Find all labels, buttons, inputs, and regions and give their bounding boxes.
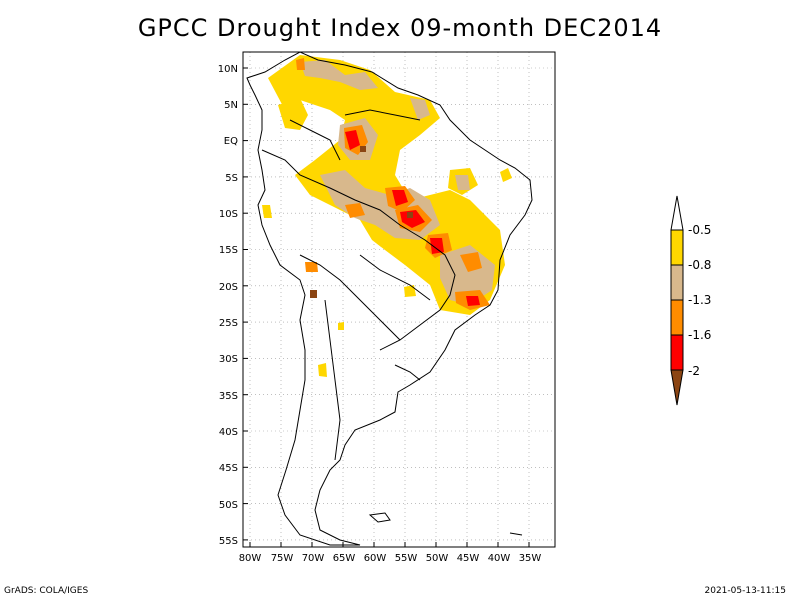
lat-label: 50S (219, 500, 238, 511)
lat-label: 10N (218, 64, 238, 75)
drought-area-peru-coast (262, 205, 272, 218)
drought-red-mato-grosso (392, 190, 408, 206)
falkland-islands (368, 512, 391, 523)
legend-label: -1.6 (688, 328, 711, 342)
legend-swatch (670, 229, 684, 266)
country-border-5 (324, 299, 341, 461)
latitude-labels: 10N 5N EQ 5S 10S 15S 20S 25S 30S 35S 40S… (218, 64, 238, 547)
lat-label: 45S (219, 463, 238, 474)
drought-brown-central (407, 212, 413, 218)
country-border-6 (359, 254, 431, 301)
lon-label: 50W (426, 553, 449, 564)
lon-label: 70W (302, 553, 325, 564)
drought-area-colombia (278, 98, 308, 130)
drought-tan-guiana (410, 98, 430, 120)
lat-label: 35S (219, 391, 238, 402)
drought-brown-amazon (360, 146, 366, 152)
lat-label: 55S (219, 536, 238, 547)
legend-arrow-bottom (670, 369, 684, 406)
footer-credit: GrADS: COLA/IGES (4, 586, 89, 596)
drought-orange-peru (305, 262, 318, 272)
drought-orange-rondonia (345, 203, 365, 218)
country-border-3 (344, 109, 421, 121)
color-legend: -0.5 -0.8 -1.3 -1.6 -2 (670, 195, 711, 406)
drought-area-coast (500, 168, 512, 182)
lat-label: 5N (224, 100, 238, 111)
lat-label: 40S (219, 427, 238, 438)
lat-label: 10S (219, 209, 238, 220)
drought-tan-northeast (455, 175, 470, 190)
lon-label: 60W (364, 553, 387, 564)
legend-swatch (670, 299, 684, 336)
legend-label: -1.3 (688, 293, 711, 307)
drought-area-paraguay (404, 285, 416, 297)
drought-red-goias (430, 238, 444, 254)
lat-label: 30S (219, 354, 238, 365)
legend-swatch (670, 334, 684, 371)
legend-label: -0.5 (688, 223, 711, 237)
lat-label: EQ (224, 136, 238, 147)
map-title: GPCC Drought Index 09-month DEC2014 (137, 14, 663, 42)
lon-label: 45W (457, 553, 480, 564)
drought-tan-north (300, 60, 378, 90)
lat-label: 5S (225, 173, 238, 184)
lon-label: 65W (333, 553, 356, 564)
lon-label: 80W (239, 553, 262, 564)
lat-label: 20S (219, 282, 238, 293)
drought-tan-southeast (440, 245, 495, 305)
country-border-4 (299, 254, 401, 341)
legend-label: -0.8 (688, 258, 711, 272)
footer-timestamp: 2021-05-13-11:15 (704, 586, 787, 596)
lon-label: 35W (519, 553, 542, 564)
lon-label: 55W (395, 553, 418, 564)
lat-label: 25S (219, 318, 238, 329)
drought-red-sao-paulo (466, 296, 480, 306)
country-border-1 (261, 149, 456, 351)
drought-red-amazon (345, 130, 360, 150)
drought-red-central (400, 210, 425, 228)
south-america-coastline (246, 51, 533, 546)
drought-orange-minas (460, 252, 482, 272)
country-border-2 (289, 119, 341, 161)
country-border-7 (394, 364, 421, 381)
map-frame (242, 51, 556, 548)
legend-arrow-top (670, 195, 684, 231)
lon-label: 40W (488, 553, 511, 564)
lat-label: 15S (219, 245, 238, 256)
drought-area-argentina (318, 363, 327, 377)
drought-orange-colombia (296, 58, 305, 70)
legend-label: -2 (688, 364, 700, 378)
longitude-labels: 80W 75W 70W 65W 60W 55W 50W 45W 40W 35W (239, 553, 542, 564)
lon-label: 75W (271, 553, 294, 564)
legend-swatch (670, 264, 684, 301)
coastline-borders (246, 51, 533, 546)
drought-area-small (338, 322, 344, 330)
south-georgia (509, 532, 523, 536)
drought-brown-bolivia (310, 290, 317, 298)
drought-fill-layer (262, 55, 512, 377)
